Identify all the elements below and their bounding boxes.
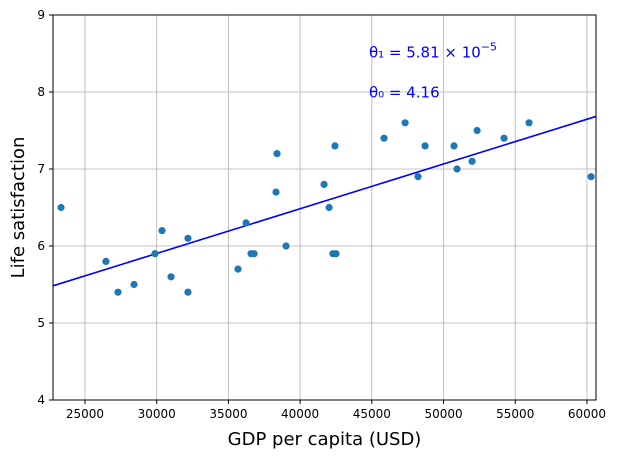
points (57, 119, 595, 296)
data-point (380, 134, 388, 142)
data-point (273, 150, 281, 158)
data-point (500, 134, 508, 142)
y-tick-label: 9 (37, 8, 45, 22)
x-tick-label: 35000 (209, 407, 247, 421)
y-tick-label: 4 (37, 393, 45, 407)
data-point (453, 165, 461, 173)
y-tick-label: 6 (37, 239, 45, 253)
data-point (234, 265, 242, 273)
data-point (184, 288, 192, 296)
data-point (151, 250, 159, 258)
data-point (331, 142, 339, 150)
x-tick-label: 40000 (281, 407, 319, 421)
data-point (450, 142, 458, 150)
x-tick-label: 55000 (496, 407, 534, 421)
y-tick-label: 8 (37, 85, 45, 99)
data-point (158, 227, 166, 235)
x-tick-label: 25000 (66, 407, 104, 421)
data-point (57, 203, 65, 212)
data-point (421, 142, 429, 150)
data-point (184, 234, 192, 242)
x-tick-label: 60000 (568, 407, 606, 421)
data-point (242, 219, 250, 227)
x-axis-label: GDP per capita (USD) (228, 429, 422, 450)
fit-line-group (52, 115, 597, 287)
data-point (102, 257, 110, 265)
y-tick-label: 5 (37, 316, 45, 330)
annotations: θ₁ = 5.81 × 10−5 θ₀ = 4.16 (369, 40, 497, 101)
data-point (401, 119, 409, 127)
annotation: θ₀ = 4.16 (369, 83, 440, 101)
grid (53, 14, 596, 401)
data-point (130, 280, 138, 289)
data-point (272, 188, 280, 196)
x-tick-label: 45000 (353, 407, 391, 421)
x-tick-label: 30000 (138, 407, 176, 421)
data-point (282, 242, 290, 250)
data-point (325, 203, 333, 212)
data-point (114, 288, 122, 296)
data-point (525, 119, 533, 127)
x-tick-label: 50000 (424, 407, 462, 421)
data-point (414, 173, 422, 181)
annotation: θ₁ = 5.81 × 10−5 (369, 40, 497, 61)
data-point (250, 250, 258, 258)
ticks: 25000 30000 35000 40000 45000 50000 55000 60000… (37, 8, 606, 421)
data-point (167, 273, 175, 281)
y-tick-label: 7 (37, 162, 45, 176)
y-axis-label: Life satisfaction (8, 137, 29, 279)
data-point (332, 250, 340, 258)
data-point (468, 157, 476, 165)
fit-line (52, 115, 597, 287)
plot-frame (52, 14, 597, 401)
data-point (320, 180, 328, 188)
data-point (587, 173, 595, 181)
data-point (473, 126, 481, 135)
